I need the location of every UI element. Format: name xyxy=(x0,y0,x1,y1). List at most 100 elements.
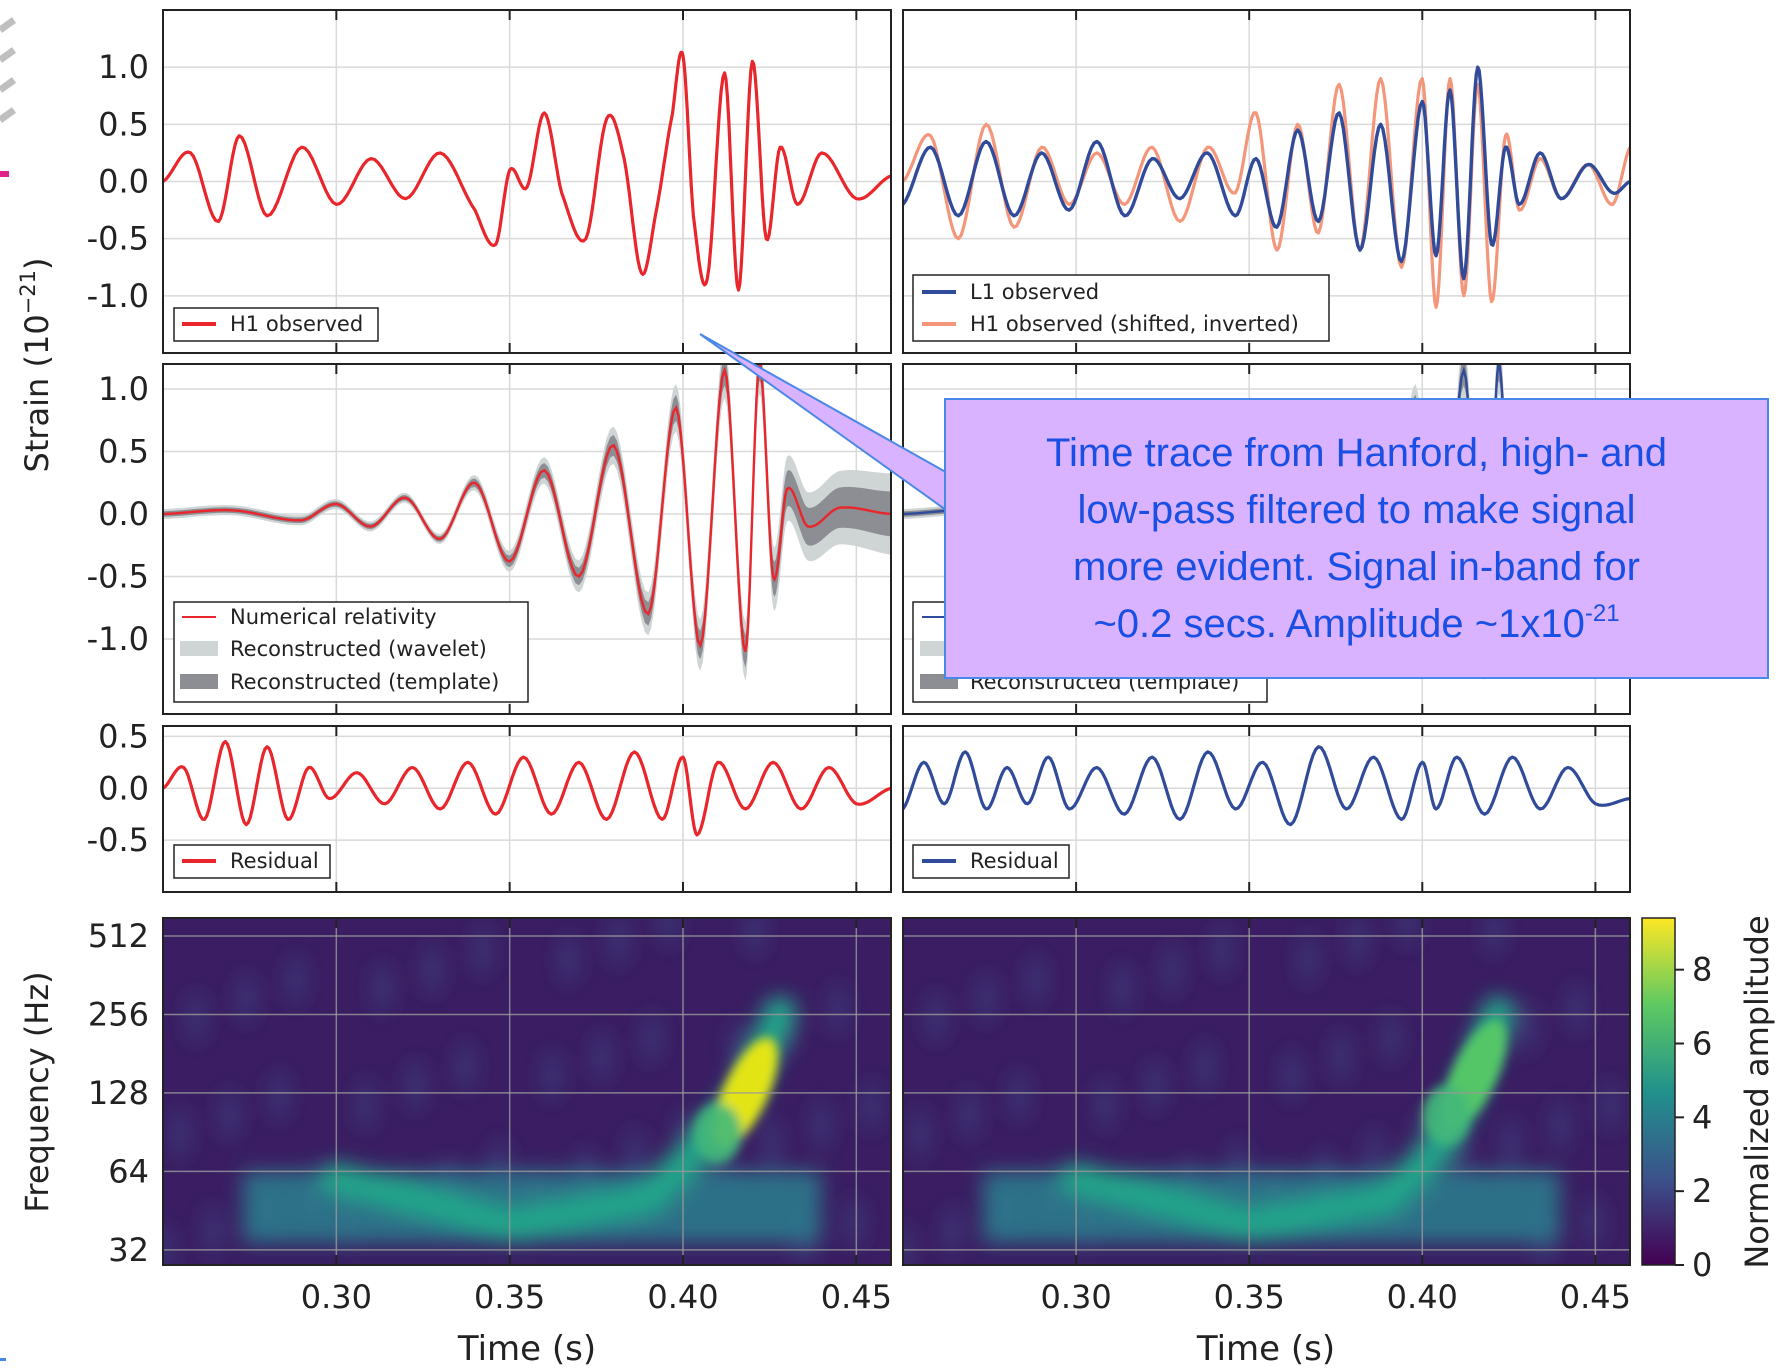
callout-line-2: low-pass filtered to make signal xyxy=(1077,487,1636,532)
colorbar-tick-label: 0 xyxy=(1692,1246,1712,1284)
panel-borders xyxy=(162,9,1631,1266)
colorbar-tick-label: 2 xyxy=(1692,1172,1712,1210)
spectrogram-noise xyxy=(1381,1011,1402,1064)
strain-axis-label: Strain (10−21) xyxy=(16,258,56,473)
y-tick-label: 32 xyxy=(108,1231,149,1269)
spectrogram-noise xyxy=(942,1205,963,1258)
x-tick-label: 0.35 xyxy=(474,1278,545,1316)
spectrogram-noise xyxy=(1397,918,1418,948)
spectrogram-noise xyxy=(909,1107,930,1160)
spectrogram-noise xyxy=(625,1128,646,1181)
spectrogram-noise xyxy=(219,1088,240,1141)
l1-observed-plot xyxy=(903,65,1630,309)
wavelet-band xyxy=(163,364,891,681)
legend-h1-observed: H1 observed xyxy=(173,307,379,342)
y-tick-label: 256 xyxy=(88,995,149,1033)
spectrogram-noise xyxy=(1364,1128,1385,1181)
time-axis-label-right: Time (s) xyxy=(1196,1329,1335,1369)
spectrogram-noise xyxy=(422,943,443,996)
y-tick-label: -1.0 xyxy=(87,277,149,315)
y-tick-label: 64 xyxy=(108,1152,149,1190)
spectrogram-noise xyxy=(1347,918,1368,967)
nr-line xyxy=(163,364,891,652)
h1-reconstruction-plot xyxy=(163,364,891,681)
annotation-callout: Time trace from Hanford, high- and low-p… xyxy=(944,398,1769,679)
spectrogram-noise xyxy=(658,918,679,948)
y-tick-label: 1.0 xyxy=(98,370,149,408)
spectrogram-noise xyxy=(1195,1041,1216,1094)
spectrogram-noise xyxy=(372,962,393,1015)
slide-edge-decoration xyxy=(0,17,17,1361)
y-tick-label: 0.0 xyxy=(98,769,149,807)
spectrogram-noise xyxy=(1025,953,1046,1006)
spectrogram-noise xyxy=(1112,962,1133,1015)
y-tick-label: -0.5 xyxy=(87,558,149,596)
h1-residual-line xyxy=(163,740,891,837)
legend-label-h1-shifted: H1 observed (shifted, inverted) xyxy=(970,312,1299,336)
panel-spectrogram-left xyxy=(162,917,892,1266)
panel-top-left xyxy=(162,9,892,354)
y-tick-label: 0.0 xyxy=(98,495,149,533)
legend-label-template: Reconstructed (template) xyxy=(230,670,499,694)
spectrogram-noise xyxy=(1009,1070,1030,1123)
panel-spectrogram-right xyxy=(902,917,1631,1266)
callout-exponent: -21 xyxy=(1584,599,1620,627)
l1-residual-plot xyxy=(903,745,1630,827)
spectrogram-noise xyxy=(1517,1001,1538,1054)
y-tick-label: 0.5 xyxy=(98,717,149,755)
y-tick-label: 0.0 xyxy=(98,163,149,201)
colorbar-tick-label: 6 xyxy=(1692,1025,1712,1063)
spectrogram-right xyxy=(903,918,1630,1265)
spectrogram-noise xyxy=(236,972,257,1025)
spectrogram-noise xyxy=(269,1070,290,1123)
legend-label-residual-left: Residual xyxy=(230,849,319,873)
spectrogram-left xyxy=(163,918,891,1265)
panel-residual-right xyxy=(902,725,1631,893)
spectrogram-peak-tail xyxy=(693,1103,742,1164)
spectrogram-noise xyxy=(959,1088,980,1141)
spectrogram-noise xyxy=(861,1080,882,1133)
legend-label-nr: Numerical relativity xyxy=(230,605,437,629)
x-tick-label: 0.30 xyxy=(1040,1278,1111,1316)
spectrogram-peak-layer xyxy=(1422,1019,1507,1146)
spectrogram-noise xyxy=(455,1041,476,1094)
spectrogram-noise xyxy=(1483,918,1504,957)
l1-observed-line xyxy=(903,65,1630,281)
x-tick-label: 0.40 xyxy=(647,1278,718,1316)
spectrogram-noise xyxy=(1500,1117,1521,1170)
x-tick-label: 0.40 xyxy=(1387,1278,1458,1316)
spectrogram-noise xyxy=(1145,1059,1166,1112)
legend-label-residual-right: Residual xyxy=(970,849,1059,873)
spectrogram-noise xyxy=(1567,982,1588,1035)
spectrogram-noise xyxy=(608,918,629,967)
spectrogram-noise xyxy=(844,1196,865,1249)
x-tick-label: 0.35 xyxy=(1214,1278,1285,1316)
spectrogram-noise xyxy=(641,1011,662,1064)
y-tick-label: -0.5 xyxy=(87,821,149,859)
spectrogram-texture xyxy=(903,918,1621,1265)
spectrogram-noise xyxy=(591,1030,612,1083)
spectrogram-noise xyxy=(558,933,579,986)
spectrogram-noise xyxy=(976,972,997,1025)
x-tick-label: 0.45 xyxy=(1560,1278,1631,1316)
spectrogram-noise xyxy=(1095,1078,1116,1131)
y-tick-label: 512 xyxy=(88,917,149,955)
legend-label-h1: H1 observed xyxy=(230,312,363,336)
legend-label-wavelet: Reconstructed (wavelet) xyxy=(230,637,487,661)
spectrogram-noise xyxy=(472,924,493,977)
colorbar-tick-label: 8 xyxy=(1692,951,1712,989)
y-tick-label: -1.0 xyxy=(87,620,149,658)
y-tick-label: 1.0 xyxy=(98,48,149,86)
y-tick-label: -0.5 xyxy=(87,220,149,258)
y-tick-label: 0.5 xyxy=(98,433,149,471)
legend-reconstruction-left: Numerical relativity Reconstructed (wave… xyxy=(173,601,529,703)
spectrogram-noise xyxy=(541,1049,562,1102)
panel-middle-left xyxy=(162,363,892,715)
callout-text: Time trace from Hanford, high- and low-p… xyxy=(1046,425,1667,653)
l1-residual-line xyxy=(903,745,1630,827)
callout-line-3: more evident. Signal in-band for xyxy=(1073,544,1640,589)
spectrogram-noise xyxy=(169,1107,190,1160)
spectrogram-noise xyxy=(1583,1196,1604,1249)
spectrogram-noise xyxy=(405,1059,426,1112)
